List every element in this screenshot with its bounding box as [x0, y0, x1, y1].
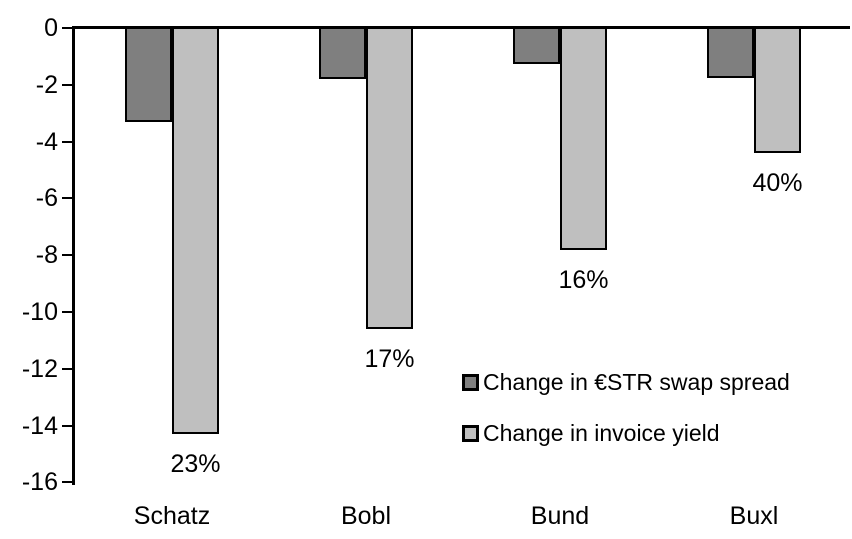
bar-series0-bobl: [319, 27, 366, 80]
data-label-schatz: 23%: [170, 450, 221, 479]
y-tick-mark: [62, 140, 73, 143]
data-label-bund: 16%: [558, 265, 609, 294]
bar-series0-schatz: [125, 27, 172, 122]
bar-series0-bund: [513, 27, 560, 64]
y-axis-line: [72, 26, 75, 485]
legend: Change in €STR swap spread Change in inv…: [462, 370, 790, 472]
legend-marker-invoice-yield-icon: [462, 424, 479, 442]
bar-series1-schatz: [172, 27, 219, 435]
y-tick-mark: [62, 311, 73, 313]
y-tick-label: 0: [44, 14, 58, 42]
y-tick-label: -16: [21, 468, 58, 497]
legend-label-estr-swap-spread: Change in €STR swap spread: [483, 369, 790, 395]
bar-series1-bobl: [366, 27, 413, 330]
y-tick-label: -6: [35, 184, 58, 213]
x-axis-label-buxl: Buxl: [729, 502, 779, 530]
bar-series0-buxl: [707, 27, 754, 78]
bar-series1-buxl: [754, 27, 801, 153]
x-axis-label-bund: Bund: [530, 502, 590, 530]
y-tick-mark: [62, 424, 73, 427]
y-tick-mark: [62, 367, 73, 370]
y-tick-mark: [62, 83, 73, 86]
legend-item-estr-swap-spread: Change in €STR swap spread: [462, 370, 790, 394]
legend-item-invoice-yield: Change in invoice yield: [462, 421, 790, 445]
y-tick-label: -2: [35, 70, 58, 99]
x-axis-label-schatz: Schatz: [133, 502, 211, 530]
y-tick-label: -14: [21, 411, 58, 440]
y-tick-mark: [62, 254, 73, 257]
data-label-bobl: 17%: [364, 345, 415, 374]
y-tick-label: -12: [21, 354, 58, 383]
y-tick-mark: [62, 197, 73, 200]
y-tick-label: -10: [21, 298, 58, 326]
data-label-buxl: 40%: [752, 168, 803, 197]
legend-marker-estr-swap-spread-icon: [462, 373, 479, 391]
x-axis-zero-line: [73, 26, 850, 29]
y-tick-mark: [62, 481, 73, 484]
bar-series1-bund: [560, 27, 607, 250]
legend-label-invoice-yield: Change in invoice yield: [483, 420, 720, 446]
y-tick-mark: [62, 27, 73, 29]
y-tick-label: -8: [35, 241, 58, 270]
y-tick-label: -4: [35, 127, 58, 156]
x-axis-label-bobl: Bobl: [340, 502, 392, 530]
